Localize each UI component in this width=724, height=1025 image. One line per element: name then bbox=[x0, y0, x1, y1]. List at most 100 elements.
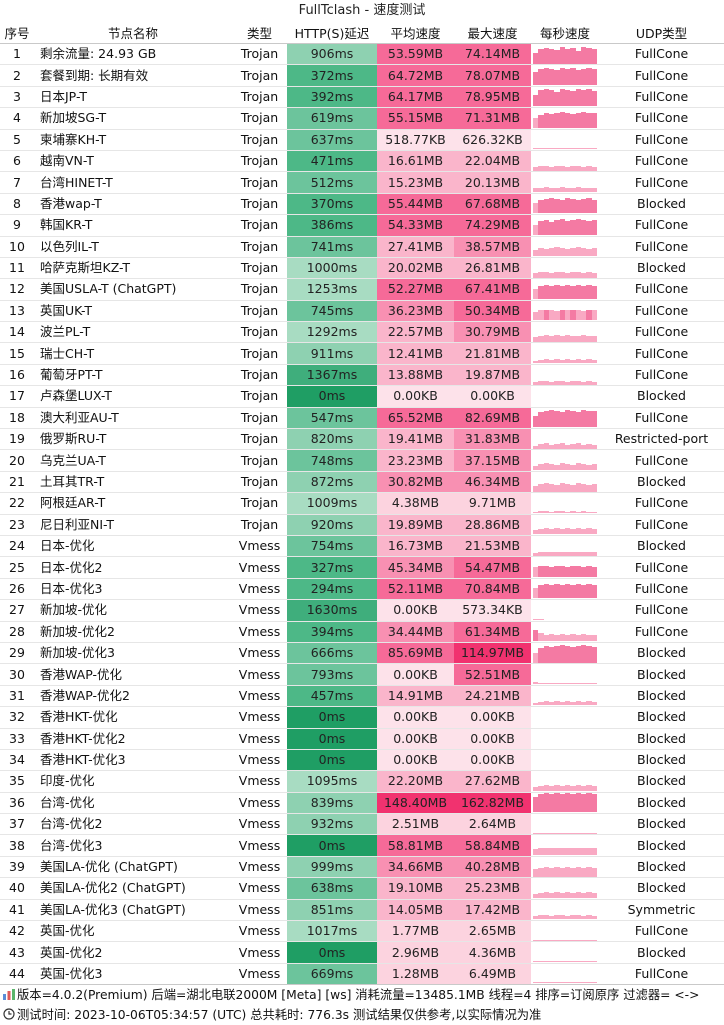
spark-bar bbox=[570, 199, 576, 214]
spark-bar bbox=[559, 218, 565, 235]
row-index: 9 bbox=[0, 214, 34, 237]
spark-bar bbox=[533, 250, 539, 257]
spark-bar bbox=[586, 784, 592, 791]
spark-bar bbox=[548, 483, 555, 492]
table-row: 17 卢森堡LUX-T Trojan 0ms 0.00KB 0.00KB Blocked bbox=[0, 385, 724, 408]
spark-bar bbox=[538, 148, 544, 150]
spark-bar bbox=[554, 832, 560, 834]
delay-value: 0ms bbox=[287, 749, 377, 772]
udp-type: Blocked bbox=[599, 792, 724, 815]
spark-bar bbox=[538, 483, 544, 492]
node-type: Trojan bbox=[232, 214, 287, 237]
table-row: 36 台湾-优化 Vmess 839ms 148.40MB 162.82MB Blocked bbox=[0, 792, 724, 815]
spark-bar bbox=[586, 584, 592, 599]
udp-type: FullCone bbox=[599, 578, 724, 601]
row-index: 13 bbox=[0, 300, 34, 323]
spark-bar bbox=[554, 866, 560, 877]
spark-bar bbox=[548, 166, 555, 171]
spark-bar bbox=[543, 148, 549, 150]
spark-bar bbox=[586, 165, 592, 171]
spark-bar bbox=[533, 72, 539, 86]
row-index: 15 bbox=[0, 342, 34, 365]
spark-bar bbox=[543, 165, 549, 171]
table-header-row: 序号 节点名称 类型 HTTP(S)延迟 平均速度 最大速度 每秒速度 UDP类… bbox=[0, 22, 724, 44]
spark-bar bbox=[543, 112, 549, 128]
spark-bar bbox=[538, 618, 544, 620]
spark-bar bbox=[564, 784, 571, 791]
header-speed-per-second: 每秒速度 bbox=[531, 22, 599, 44]
max-speed: 9.71MB bbox=[454, 492, 531, 515]
node-name: 澳大利亚AU-T bbox=[34, 407, 232, 430]
spark-bar bbox=[564, 982, 571, 984]
row-index: 37 bbox=[0, 813, 34, 836]
spark-bar bbox=[548, 248, 555, 257]
spark-bar bbox=[564, 551, 571, 556]
spark-bar bbox=[575, 442, 581, 449]
spark-bar bbox=[533, 52, 539, 64]
spark-bar bbox=[586, 891, 592, 898]
spark-bar bbox=[591, 892, 597, 898]
spark-bar bbox=[554, 380, 560, 385]
node-name: 日本-优化 bbox=[34, 535, 232, 558]
spark-bar bbox=[554, 701, 560, 706]
spark-bar bbox=[543, 866, 549, 877]
spark-bar bbox=[543, 566, 549, 578]
spark-bar bbox=[559, 165, 565, 171]
spark-bar bbox=[570, 68, 576, 86]
spark-bar bbox=[586, 848, 592, 856]
spark-bar bbox=[570, 939, 576, 941]
avg-speed: 27.41MB bbox=[377, 236, 454, 258]
udp-type: Blocked bbox=[599, 193, 724, 216]
spark-bar bbox=[548, 892, 555, 898]
spark-bar bbox=[586, 89, 592, 107]
spark-bar bbox=[591, 444, 597, 449]
spark-bar bbox=[570, 867, 576, 877]
spark-bar bbox=[580, 311, 587, 321]
row-index: 34 bbox=[0, 749, 34, 772]
spark-bar bbox=[570, 360, 576, 364]
node-name: 套餐到期: 长期有效 bbox=[34, 64, 232, 87]
delay-value: 754ms bbox=[287, 535, 377, 558]
node-name: 瑞士CH-T bbox=[34, 342, 232, 365]
spark-bar bbox=[533, 381, 539, 385]
spark-bar bbox=[564, 832, 571, 834]
spark-bar bbox=[570, 832, 576, 834]
spark-bar bbox=[554, 49, 560, 64]
avg-speed: 58.81MB bbox=[377, 834, 454, 857]
udp-type: FullCone bbox=[599, 599, 724, 622]
spark-bar bbox=[548, 69, 555, 86]
max-speed: 162.82MB bbox=[454, 792, 531, 815]
spark-bar bbox=[580, 551, 587, 556]
spark-bar bbox=[554, 247, 560, 257]
node-type: Trojan bbox=[232, 257, 287, 280]
node-name: 英国-优化2 bbox=[34, 941, 232, 964]
spark-bar bbox=[559, 832, 565, 834]
udp-type: FullCone bbox=[599, 321, 724, 344]
spark-bar bbox=[554, 982, 560, 984]
header-node-name: 节点名称 bbox=[34, 22, 232, 44]
spark-bar bbox=[580, 166, 587, 171]
delay-value: 0ms bbox=[287, 834, 377, 857]
delay-value: 872ms bbox=[287, 471, 377, 494]
max-speed: 6.49MB bbox=[454, 963, 531, 986]
spark-bar bbox=[543, 793, 549, 813]
spark-bar bbox=[586, 249, 592, 257]
spark-bar bbox=[538, 200, 544, 214]
spark-bar bbox=[586, 961, 592, 963]
spark-bar bbox=[570, 634, 576, 642]
spark-bar bbox=[538, 285, 544, 299]
spark-bar bbox=[575, 866, 581, 877]
spark-bar bbox=[586, 793, 592, 813]
avg-speed: 1.28MB bbox=[377, 963, 454, 986]
avg-speed: 148.40MB bbox=[377, 792, 454, 815]
node-name: 剩余流量: 24.93 GB bbox=[34, 43, 232, 66]
table-row: 12 美国USLA-T (ChatGPT) Trojan 1253ms 52.27MB 6… bbox=[0, 278, 724, 301]
spark-bar bbox=[548, 285, 555, 299]
udp-type: Blocked bbox=[599, 856, 724, 879]
spark-bar bbox=[586, 380, 592, 385]
spark-bar bbox=[559, 551, 565, 556]
spark-bar bbox=[533, 485, 539, 492]
speed-sparkline bbox=[531, 728, 599, 750]
node-type: Vmess bbox=[232, 834, 287, 857]
spark-bar bbox=[543, 249, 549, 257]
